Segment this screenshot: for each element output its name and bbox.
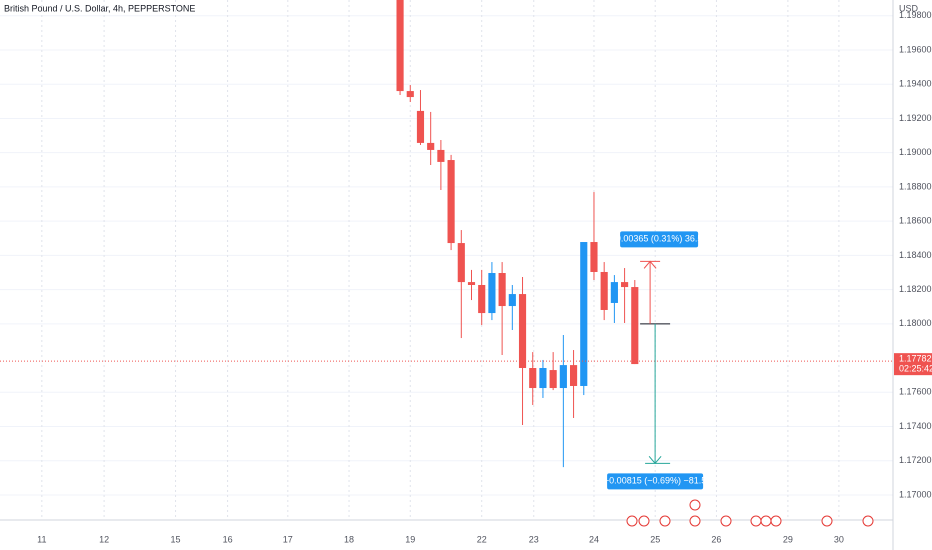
event-icon [659,515,671,527]
candles [396,0,639,468]
event-icon [626,515,638,527]
candle-body [529,368,537,389]
y-tick-label: 1.18600 [899,216,932,226]
candle-body [427,142,435,150]
candle-body [467,282,476,285]
x-tick-label: 11 [37,534,46,544]
candle-body [478,284,486,314]
event-icon [720,515,732,527]
candle-body [559,365,567,389]
y-tick-label: 1.17600 [899,387,932,397]
measure-down-label: −0.00815 (−0.69%) −81.5 [604,476,706,486]
event-icons [626,499,874,527]
y-tick-label: 1.18800 [899,181,932,191]
candle-body [621,282,629,288]
candle-body [549,370,557,389]
candle-body [447,160,455,244]
candle-body [600,271,608,310]
y-tick-label: 1.18000 [899,318,932,328]
x-tick-label: 26 [711,534,721,544]
event-icon [862,515,874,527]
y-tick-label: 1.19000 [899,147,932,157]
last-price-label: 1.17782 [899,354,932,364]
x-tick-label: 23 [529,534,539,544]
y-tick-label: 1.19600 [899,44,932,54]
candle-body [396,0,404,92]
candle-body [610,282,618,303]
x-tick-label: 16 [223,534,233,544]
event-icon [689,499,701,511]
candle-body [406,91,414,98]
y-tick-label: 1.17200 [899,455,932,465]
candle-body [590,242,598,272]
event-icon [821,515,833,527]
chart-title: British Pound / U.S. Dollar, 4h, PEPPERS… [4,3,195,13]
x-tick-label: 15 [171,534,181,544]
event-icon [760,515,772,527]
x-tick-label: 24 [589,534,599,544]
x-tick-label: 12 [99,534,109,544]
y-tick-label: 1.18400 [899,250,932,260]
y-tick-label: 1.19200 [899,113,932,123]
event-icon [770,515,782,527]
grid [0,0,893,520]
y-tick-label: 1.17000 [899,489,932,499]
candle-body [457,243,465,283]
measure-down-box [607,473,704,490]
last-price-box [894,353,932,376]
candle-body [539,368,547,389]
y-tick-label: 1.18200 [899,284,932,294]
candle-body [518,294,527,369]
candle-body [498,273,506,307]
measure-up-label: 0.00365 (0.31%) 36.5 [616,234,703,244]
event-icon [750,515,762,527]
x-tick-label: 30 [834,534,844,544]
measure-down-arrow [648,456,662,465]
candle-body [488,273,496,314]
measure-up-arrow [643,260,657,269]
x-tick-label: 17 [283,534,293,544]
x-tick-label: 19 [405,534,415,544]
measure-up-box [620,231,699,248]
y-tick-label: 1.19800 [899,10,932,20]
y-tick-label: 1.19400 [899,79,932,89]
currency-label: USD [899,3,919,13]
x-tick-label: 18 [344,534,354,544]
candle-body [508,294,516,307]
event-icon [638,515,650,527]
candle-body [580,242,588,386]
candle-body [416,110,425,143]
y-tick-label: 1.17400 [899,421,932,431]
candle-body [437,149,445,162]
countdown-label: 02:25:42 [899,364,932,374]
x-tick-label: 25 [650,534,660,544]
x-tick-label: 22 [477,534,487,544]
candle-body [631,287,639,365]
candle-body [569,365,578,386]
x-tick-label: 29 [783,534,793,544]
event-icon [689,515,701,527]
